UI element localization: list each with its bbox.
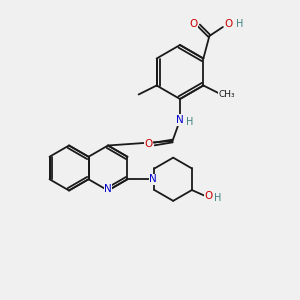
Text: O: O: [189, 19, 198, 29]
Text: H: H: [186, 116, 193, 127]
Text: N: N: [104, 184, 112, 194]
Text: CH₃: CH₃: [218, 90, 235, 99]
Text: N: N: [149, 174, 157, 184]
Text: O: O: [225, 19, 233, 29]
Text: O: O: [204, 191, 212, 201]
Text: O: O: [144, 139, 153, 149]
Text: H: H: [236, 19, 243, 29]
Text: H: H: [214, 193, 222, 202]
Text: N: N: [176, 115, 184, 125]
